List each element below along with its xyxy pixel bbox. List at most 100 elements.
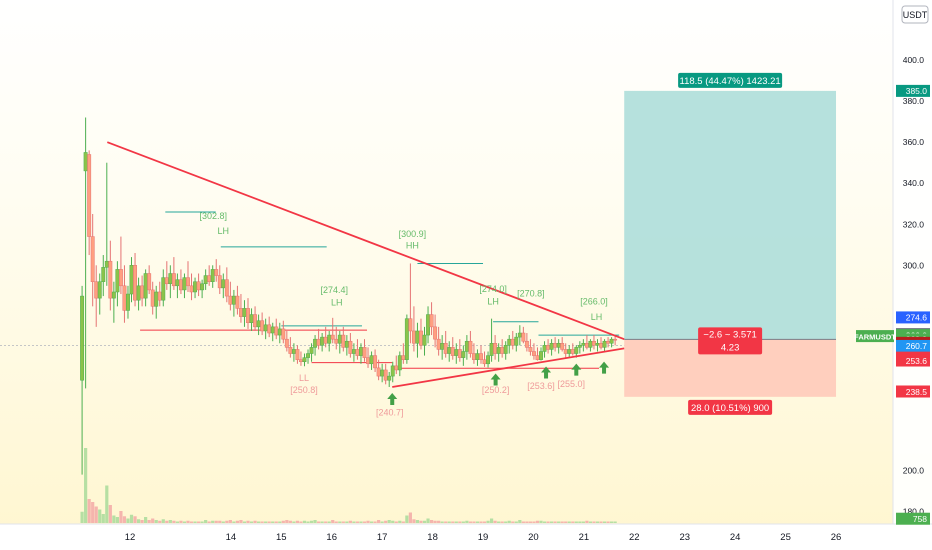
candle-body xyxy=(493,343,498,354)
long-position-tool[interactable]: 118.5 (44.47%) 1423.21 28.0 (10.51%) 900 −… xyxy=(0,72,837,415)
candle-34 xyxy=(200,279,205,299)
price-tag-10: 238.5 xyxy=(896,385,930,398)
time-label-3: 16 xyxy=(326,532,337,543)
volume-bar-109 xyxy=(465,520,469,523)
annotation-13: [240.7] xyxy=(376,408,404,418)
candle-body xyxy=(376,367,381,377)
volume-bar-41 xyxy=(225,520,229,523)
candle-23 xyxy=(161,269,166,307)
candle-body xyxy=(171,273,176,287)
candle-body xyxy=(101,267,106,282)
volume-bar-130 xyxy=(539,520,543,523)
volume-bar-47 xyxy=(246,520,250,523)
volume-bar-52 xyxy=(264,521,268,523)
candle-body xyxy=(168,273,173,285)
volume-bar-27 xyxy=(175,521,180,523)
candle-87 xyxy=(387,372,392,387)
volume-bar-37 xyxy=(211,520,215,523)
price-tick-7: 180.0 xyxy=(903,507,925,517)
buy-arrow-icon-2 xyxy=(541,366,552,379)
candle-body xyxy=(323,336,328,344)
volume-bar-147 xyxy=(599,521,603,523)
candle-body xyxy=(83,152,88,172)
candle-body xyxy=(126,293,130,311)
volume-bar-106 xyxy=(454,521,458,523)
candle-body xyxy=(288,347,293,354)
volume-bar-40 xyxy=(221,521,225,523)
price-tag-label: 260.7 xyxy=(906,341,928,351)
volume-bar-86 xyxy=(384,520,388,523)
time-axis-background[interactable] xyxy=(0,524,932,550)
candle-body xyxy=(270,326,275,334)
candle-body xyxy=(253,314,258,328)
price-tag-label: 385.0 xyxy=(906,86,928,96)
time-label-5: 18 xyxy=(427,532,438,543)
volume-bar-75 xyxy=(345,521,349,523)
volume-bar-18 xyxy=(144,517,148,523)
candle-body xyxy=(401,355,406,360)
candle-body xyxy=(383,369,388,381)
volume-bar-132 xyxy=(546,521,550,523)
candle-115 xyxy=(486,351,491,368)
ratio-label-line1: −2.6 ~ 3.571 xyxy=(703,329,756,340)
volume-bar-13 xyxy=(126,518,130,523)
volume-bar-72 xyxy=(334,521,338,523)
candle-65 xyxy=(309,343,314,362)
candle-body xyxy=(613,338,618,341)
volume-bar-44 xyxy=(235,520,240,523)
volume-bar-38 xyxy=(214,520,218,523)
candle-body xyxy=(186,277,190,287)
currency-badge[interactable]: USDT xyxy=(901,5,929,24)
volume-bar-99 xyxy=(429,520,434,523)
buy-arrow-icon-1 xyxy=(490,373,501,386)
volume-bar-39 xyxy=(218,520,222,523)
volume-bar-93 xyxy=(408,512,412,523)
candle-body xyxy=(609,338,614,344)
volume-bar-69 xyxy=(324,521,328,523)
candle-113 xyxy=(479,345,483,364)
candle-body xyxy=(344,340,349,348)
target-label-text: 118.5 (44.47%) 1423.21 xyxy=(679,76,780,87)
candle-body xyxy=(440,343,445,350)
candle-120 xyxy=(503,341,508,360)
candle-body xyxy=(419,330,423,346)
candle-body xyxy=(464,340,469,352)
candle-5 xyxy=(97,273,102,315)
candle-body xyxy=(238,308,243,317)
candle-93 xyxy=(408,263,413,344)
candle-body xyxy=(164,277,169,285)
price-tag-label: 238.5 xyxy=(906,387,928,397)
volume-bar-97 xyxy=(422,520,427,523)
volume-bar-3 xyxy=(91,502,95,523)
annotation-0: [302.8] xyxy=(199,211,227,221)
candle-body xyxy=(588,340,593,348)
volume-bar-136 xyxy=(560,521,564,523)
volume-bar-45 xyxy=(239,520,243,523)
ratio-label-line2: 4.23 xyxy=(721,342,740,353)
volume-bar-149 xyxy=(606,521,610,523)
candle-body xyxy=(246,308,250,324)
candle-128 xyxy=(531,343,536,360)
candle-body xyxy=(546,345,551,350)
volume-bar-122 xyxy=(511,521,515,523)
volume-bar-98 xyxy=(426,518,430,523)
volume-bar-100 xyxy=(433,520,437,523)
candle-151 xyxy=(613,335,618,346)
volume-bar-74 xyxy=(341,521,345,523)
volume-bar-73 xyxy=(338,521,342,523)
stop-label: 28.0 (10.51%) 900 xyxy=(688,399,773,415)
volume-bar-107 xyxy=(458,521,462,523)
volume-bar-83 xyxy=(373,521,377,523)
volume-bar-110 xyxy=(468,521,473,523)
time-axis: 12 14 15 16 17 18 19 20 21 22 23 24 25 26 xyxy=(125,532,842,543)
volume-bar-124 xyxy=(518,520,522,523)
volume-bar-46 xyxy=(242,521,247,523)
price-tick-5: 300.0 xyxy=(903,260,925,270)
candle-108 xyxy=(461,345,466,366)
candle-71 xyxy=(330,317,335,344)
time-label-8: 21 xyxy=(579,532,590,543)
volume-bar-151 xyxy=(613,521,617,523)
volume-bar-36 xyxy=(207,521,211,523)
trendlines[interactable] xyxy=(106,141,625,388)
